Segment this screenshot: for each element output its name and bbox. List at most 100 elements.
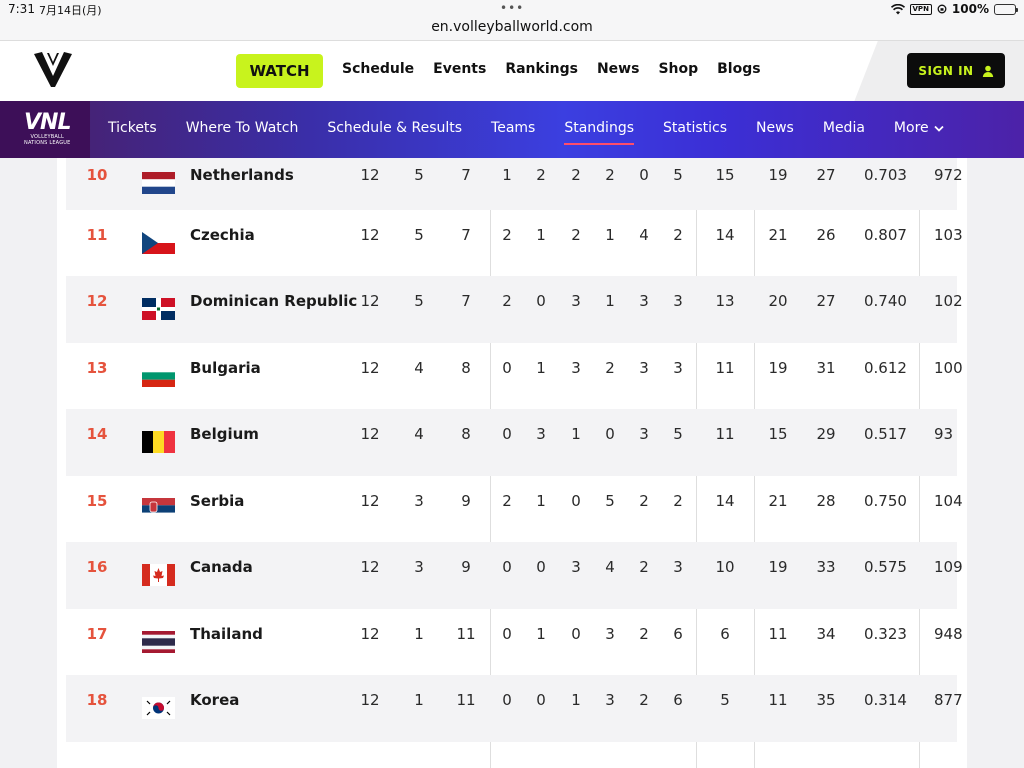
nav-schedule[interactable]: Schedule — [342, 61, 415, 77]
cell-l13: 4 — [639, 226, 649, 244]
nav-events[interactable]: Events — [433, 61, 487, 77]
cell-w30: 0 — [502, 558, 512, 576]
cell-played: 12 — [360, 558, 380, 576]
multitask-dots[interactable]: ••• — [500, 1, 525, 15]
cell-lost: 7 — [461, 292, 471, 310]
cell-set-ratio: 0.750 — [864, 492, 907, 510]
status-time: 7:31 — [8, 2, 35, 16]
cell-lost: 9 — [461, 492, 471, 510]
sub-nav-standings[interactable]: Standings — [564, 120, 635, 145]
rank: 14 — [86, 425, 108, 443]
team-name[interactable]: Czechia — [190, 226, 255, 244]
cell-sets-lost: 33 — [816, 558, 836, 576]
watch-button[interactable]: WATCH — [236, 54, 323, 88]
team-name[interactable]: Dominican Republic — [190, 292, 358, 310]
team-name[interactable]: Canada — [190, 558, 253, 576]
sign-in-label: SIGN IN — [918, 63, 974, 78]
cell-w32: 0 — [571, 625, 581, 643]
sub-nav-news[interactable]: News — [756, 120, 794, 136]
thailand-flag — [142, 631, 175, 653]
cell-lost: 11 — [456, 625, 476, 643]
cell-w32: 2 — [571, 166, 581, 184]
sub-nav-teams[interactable]: Teams — [491, 120, 536, 136]
nav-shop[interactable]: Shop — [658, 61, 699, 77]
cell-w31: 0 — [536, 292, 546, 310]
table-row[interactable]: 14 Belgium 12 4 8 0 3 1 0 3 5 11 15 29 0.517 93 — [66, 409, 957, 476]
vnl-logo-area — [0, 101, 90, 158]
cell-sets-lost: 28 — [816, 492, 836, 510]
rank: 17 — [86, 625, 108, 643]
table-row[interactable]: 17 Thailand 12 1 11 0 1 0 3 2 6 6 11 34 0.323 948 — [66, 609, 963, 675]
cell-points: 6 — [720, 625, 730, 643]
cell-w32: 1 — [571, 425, 581, 443]
cell-lost: 7 — [461, 226, 471, 244]
cell-w30: 2 — [502, 492, 512, 510]
cell-points: 14 — [715, 492, 735, 510]
sub-nav-schedule-results[interactable]: Schedule & Results — [327, 120, 463, 136]
cell-w30: 0 — [502, 425, 512, 443]
nav-blogs[interactable]: Blogs — [717, 61, 761, 77]
team-name[interactable]: Korea — [190, 691, 240, 709]
cell-points-scored: 109 — [934, 558, 963, 576]
cell-set-ratio: 0.703 — [864, 166, 907, 184]
team-name[interactable]: Belgium — [190, 425, 259, 443]
cell-sets-lost: 35 — [816, 691, 836, 709]
team-name[interactable]: Thailand — [190, 625, 263, 643]
cell-w32: 1 — [571, 691, 581, 709]
nav-rankings[interactable]: Rankings — [505, 61, 578, 77]
cell-w31: 1 — [536, 625, 546, 643]
cell-sets-lost: 29 — [816, 425, 836, 443]
cell-sets-lost: 27 — [816, 166, 836, 184]
sub-nav-statistics[interactable]: Statistics — [663, 120, 728, 136]
cell-set-ratio: 0.740 — [864, 292, 907, 310]
sub-nav-more[interactable]: More — [894, 120, 944, 136]
sign-in-button[interactable]: SIGN IN — [907, 53, 1005, 88]
chevron-down-icon — [934, 125, 944, 132]
sub-nav-tickets[interactable]: Tickets — [108, 120, 157, 136]
table-row[interactable]: 10 Netherlands 12 5 7 1 2 2 2 0 5 15 19 27 0.703 972 — [66, 158, 963, 210]
status-bar: 7:31 7月14日(月) ••• en.volleyballworld.com… — [0, 0, 1024, 40]
cell-w30: 2 — [502, 226, 512, 244]
vpn-badge: VPN — [909, 3, 932, 15]
cell-points: 11 — [715, 425, 735, 443]
bulgaria-flag — [142, 365, 175, 387]
dominican-republic-flag — [142, 298, 175, 320]
table-row[interactable]: 18 Korea 12 1 11 0 0 1 3 2 6 5 11 35 0.314 877 — [66, 675, 963, 742]
sub-nav-where-to-watch[interactable]: Where To Watch — [185, 120, 299, 136]
cell-l23: 2 — [605, 359, 615, 377]
table-row[interactable]: 13 Bulgaria 12 4 8 0 1 3 2 3 3 11 19 31 0.612 100 — [66, 343, 963, 409]
table-row[interactable]: 15 Serbia 12 3 9 2 1 0 5 2 2 14 21 28 0.750 104 — [66, 476, 963, 542]
cell-l23: 1 — [605, 292, 615, 310]
table-row[interactable]: 16 Canada 12 3 9 0 0 3 4 2 3 10 19 33 0.575 109 — [66, 542, 963, 609]
vnl-logo[interactable]: VNL VOLLEYBALL NATIONS LEAGUE — [24, 110, 71, 147]
team-name[interactable]: Bulgaria — [190, 359, 261, 377]
cell-played: 12 — [360, 492, 380, 510]
vnl-sub-nav: VNL VOLLEYBALL NATIONS LEAGUE Tickets Wh… — [0, 101, 1024, 158]
cell-points-scored: 877 — [934, 691, 963, 709]
cell-l13: 3 — [639, 425, 649, 443]
cell-points-scored: 948 — [934, 625, 963, 643]
cell-l03: 5 — [673, 425, 683, 443]
cell-played: 12 — [360, 625, 380, 643]
cell-l23: 3 — [605, 625, 615, 643]
table-row[interactable]: 12 Dominican Republic 12 5 7 2 0 3 1 3 3 13 20 27 0.74… — [66, 276, 963, 343]
cell-w30: 0 — [502, 691, 512, 709]
status-date: 7月14日(月) — [39, 4, 102, 17]
nav-news[interactable]: News — [596, 61, 640, 77]
cell-l03: 6 — [673, 691, 683, 709]
cell-w31: 1 — [536, 359, 546, 377]
volleyball-world-logo[interactable] — [33, 50, 73, 88]
rank: 10 — [86, 166, 108, 184]
table-row[interactable]: 11 Czechia 12 5 7 2 1 2 1 4 2 14 21 26 0.807 103 — [66, 210, 963, 276]
cell-sets-won: 15 — [768, 425, 788, 443]
cell-w31: 0 — [536, 691, 546, 709]
battery-percent: 100% — [951, 2, 989, 16]
cell-points-scored: 93 — [934, 425, 954, 443]
team-name[interactable]: Serbia — [190, 492, 245, 510]
team-name[interactable]: Netherlands — [190, 166, 294, 184]
url-bar[interactable]: en.volleyballworld.com — [431, 19, 593, 35]
sub-nav-media[interactable]: Media — [822, 120, 865, 136]
sub-nav-links: Tickets Where To Watch Schedule & Result… — [108, 120, 973, 145]
cell-w31: 2 — [536, 166, 546, 184]
orientation-lock-icon — [937, 4, 947, 14]
